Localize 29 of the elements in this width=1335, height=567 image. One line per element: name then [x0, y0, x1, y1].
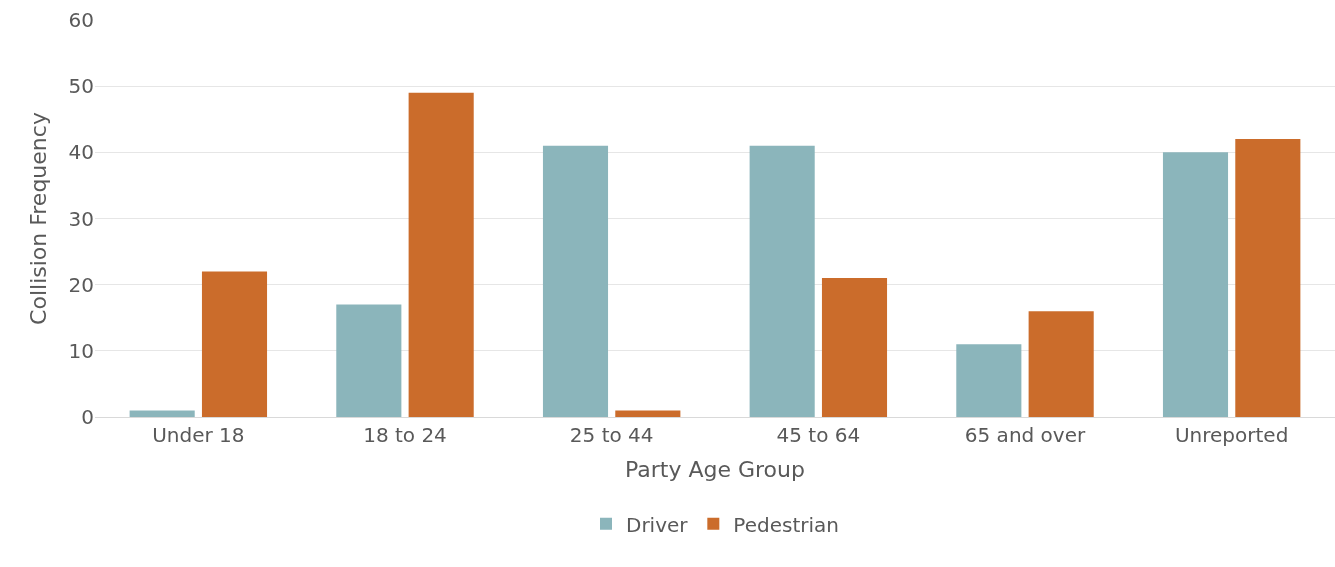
- y-tick-label: 40: [68, 140, 94, 165]
- y-tick-label: 10: [68, 338, 94, 363]
- x-tick-label: 18 to 24: [363, 423, 447, 447]
- legend-label: Pedestrian: [733, 512, 839, 537]
- bar: [749, 145, 815, 417]
- bar: [129, 410, 195, 417]
- x-tick-label: 45 to 64: [776, 423, 861, 447]
- bar: [408, 92, 474, 417]
- y-tick-label: 50: [68, 74, 94, 99]
- y-axis-title: Collision Frequency: [26, 112, 52, 325]
- bar: [336, 304, 402, 417]
- bar: [821, 278, 888, 417]
- bar: [956, 344, 1022, 417]
- bar: [615, 410, 681, 417]
- y-tick-label: 0: [81, 405, 94, 429]
- bar: [1235, 139, 1301, 417]
- y-tick-label: 20: [68, 272, 94, 297]
- y-tick-label: 30: [68, 206, 94, 231]
- x-axis-title: Party Age Group: [625, 456, 805, 482]
- x-tick-label: 65 and over: [964, 423, 1086, 447]
- bar: [1162, 152, 1229, 417]
- bar: [1028, 311, 1094, 417]
- bar: [201, 271, 268, 417]
- x-tick-label: Under 18: [152, 423, 245, 447]
- x-tick-label: Unreported: [1174, 423, 1289, 447]
- legend-label: Driver: [626, 512, 689, 537]
- bar: [542, 145, 609, 417]
- x-tick-label: 25 to 44: [569, 423, 654, 447]
- y-tick-label: 60: [68, 8, 94, 32]
